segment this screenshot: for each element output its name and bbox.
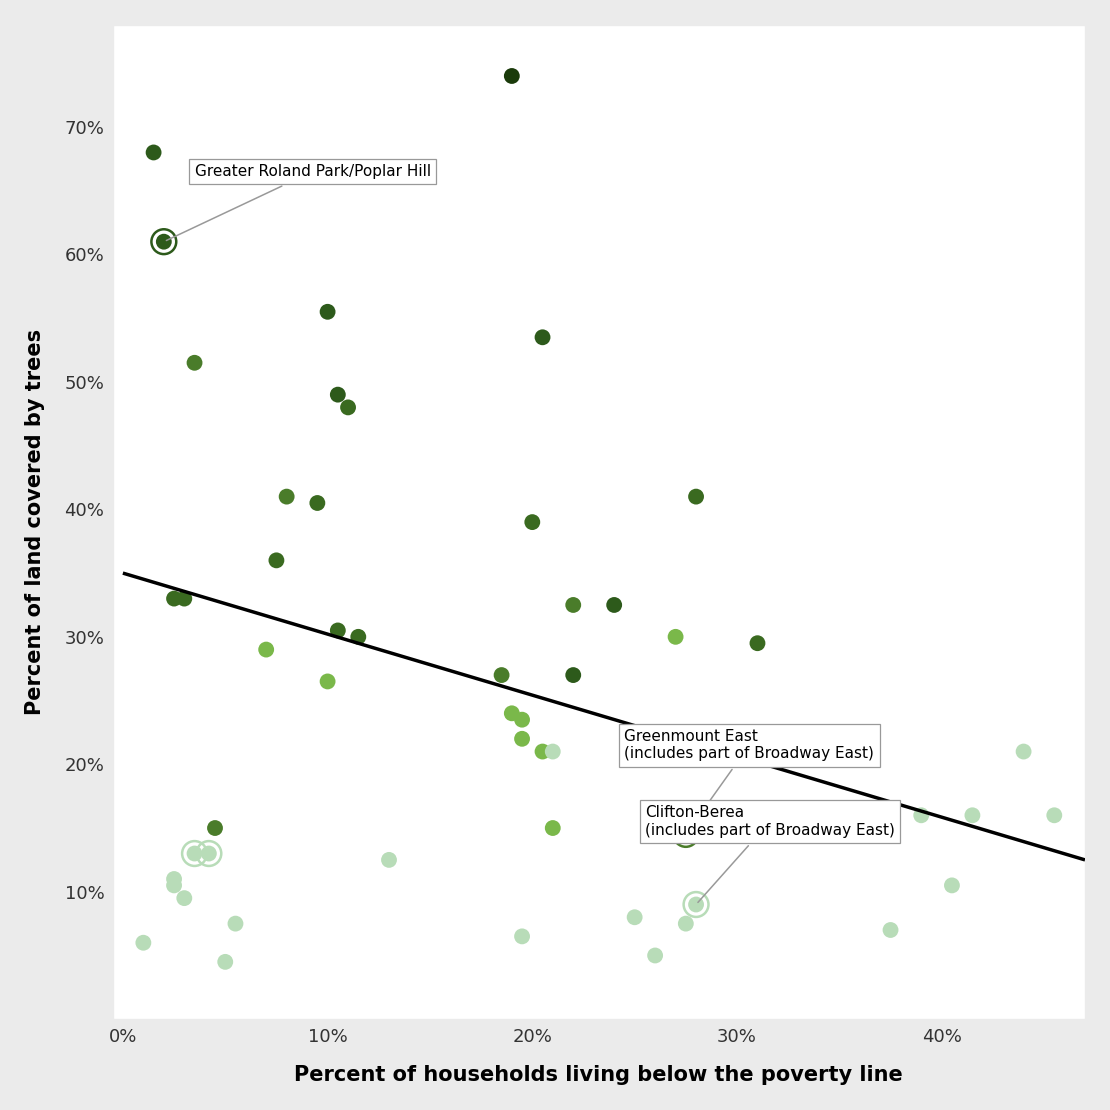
- Y-axis label: Percent of land covered by trees: Percent of land covered by trees: [26, 329, 46, 715]
- Point: [144, 143, 162, 161]
- Point: [134, 934, 152, 951]
- Point: [944, 877, 961, 895]
- Point: [185, 845, 203, 862]
- Point: [200, 845, 218, 862]
- Point: [165, 870, 183, 888]
- Point: [175, 889, 193, 907]
- Point: [155, 233, 173, 251]
- Point: [881, 921, 899, 939]
- X-axis label: Percent of households living below the poverty line: Percent of households living below the p…: [294, 1064, 904, 1084]
- Point: [309, 494, 326, 512]
- Point: [677, 826, 695, 844]
- Point: [513, 710, 531, 728]
- Point: [206, 819, 224, 837]
- Point: [1046, 806, 1063, 824]
- Point: [226, 915, 244, 932]
- Point: [544, 743, 562, 760]
- Point: [513, 928, 531, 946]
- Point: [165, 877, 183, 895]
- Point: [200, 845, 218, 862]
- Point: [687, 896, 705, 914]
- Point: [319, 303, 336, 321]
- Point: [503, 705, 521, 723]
- Point: [534, 329, 552, 346]
- Point: [524, 513, 542, 531]
- Point: [175, 589, 193, 607]
- Text: Greater Roland Park/Poplar Hill: Greater Roland Park/Poplar Hill: [166, 164, 431, 241]
- Point: [258, 640, 275, 658]
- Point: [185, 845, 203, 862]
- Point: [646, 947, 664, 965]
- Point: [329, 386, 346, 404]
- Point: [544, 819, 562, 837]
- Point: [278, 487, 295, 505]
- Point: [165, 589, 183, 607]
- Point: [350, 628, 367, 646]
- Point: [534, 743, 552, 760]
- Point: [748, 634, 766, 652]
- Point: [155, 233, 173, 251]
- Point: [667, 628, 685, 646]
- Point: [268, 552, 285, 569]
- Point: [677, 826, 695, 844]
- Point: [513, 730, 531, 748]
- Point: [380, 851, 397, 869]
- Point: [1015, 743, 1032, 760]
- Point: [503, 67, 521, 84]
- Text: Greenmount East
(includes part of Broadway East): Greenmount East (includes part of Broadw…: [625, 729, 875, 832]
- Point: [912, 806, 930, 824]
- Point: [340, 398, 357, 416]
- Point: [626, 908, 644, 926]
- Point: [963, 806, 981, 824]
- Point: [216, 953, 234, 971]
- Point: [687, 896, 705, 914]
- Point: [329, 622, 346, 639]
- Point: [677, 915, 695, 932]
- Text: Clifton-Berea
(includes part of Broadway East): Clifton-Berea (includes part of Broadway…: [645, 806, 895, 902]
- Point: [564, 596, 582, 614]
- Point: [687, 487, 705, 505]
- Point: [319, 673, 336, 690]
- Point: [564, 666, 582, 684]
- Point: [493, 666, 511, 684]
- Point: [605, 596, 623, 614]
- Point: [185, 354, 203, 372]
